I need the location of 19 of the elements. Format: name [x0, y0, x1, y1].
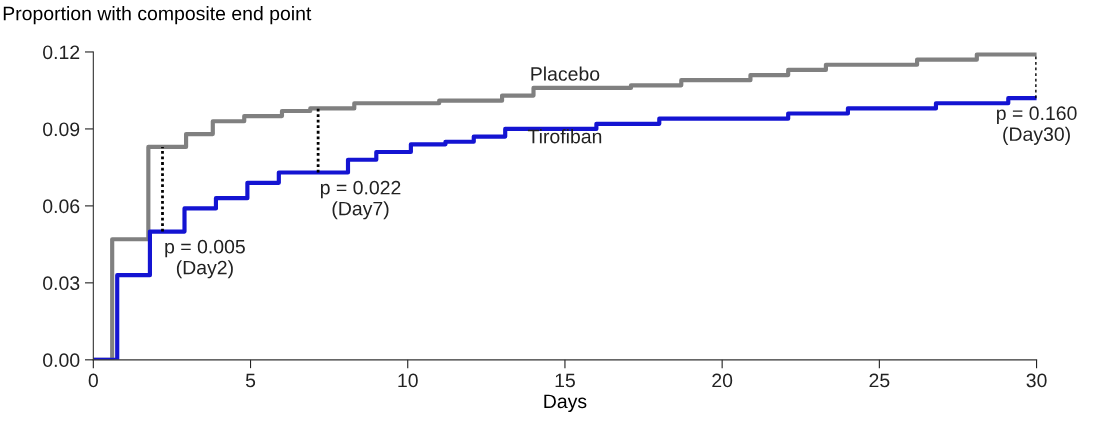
annotation: p = 0.005 (Day2)	[165, 239, 245, 279]
annotation: p = 0.160 (Day30)	[997, 106, 1077, 145]
x-tick-label: 0	[88, 373, 98, 388]
series-label: Placebo	[531, 66, 600, 81]
y-tick-label: 0.03	[43, 276, 80, 291]
x-tick-label: 20	[712, 373, 733, 388]
x-tick-label: 25	[869, 373, 890, 388]
y-tick-label: 0.00	[43, 353, 80, 368]
x-axis-title: Days	[544, 394, 587, 413]
y-tick-label: 0.09	[43, 122, 80, 137]
y-tick-label: 0.12	[43, 45, 80, 60]
y-axis-title: Proportion with composite end point	[3, 6, 312, 25]
annotation: p = 0.022 (Day7)	[320, 180, 401, 220]
x-tick-label: 30	[1026, 373, 1047, 388]
x-tick-label: 15	[555, 373, 575, 388]
x-tick-label: 10	[398, 373, 418, 388]
x-tick-label: 5	[245, 373, 256, 388]
y-tick-label: 0.06	[43, 199, 80, 214]
series-label: Tirofiban	[527, 129, 602, 144]
